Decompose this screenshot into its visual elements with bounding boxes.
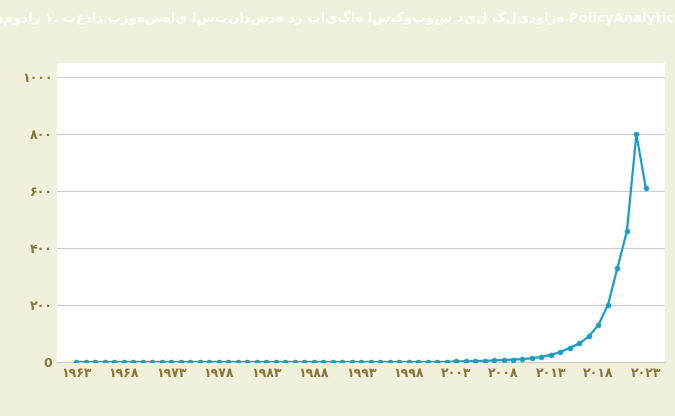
- Text: نمودار ۱. تعداد پژوهش‌های استنادشده در پایگاه اسکوپوس ذیل کلیدواژه PolicyAnalyti: نمودار ۱. تعداد پژوهش‌های استنادشده در پ…: [0, 9, 675, 25]
